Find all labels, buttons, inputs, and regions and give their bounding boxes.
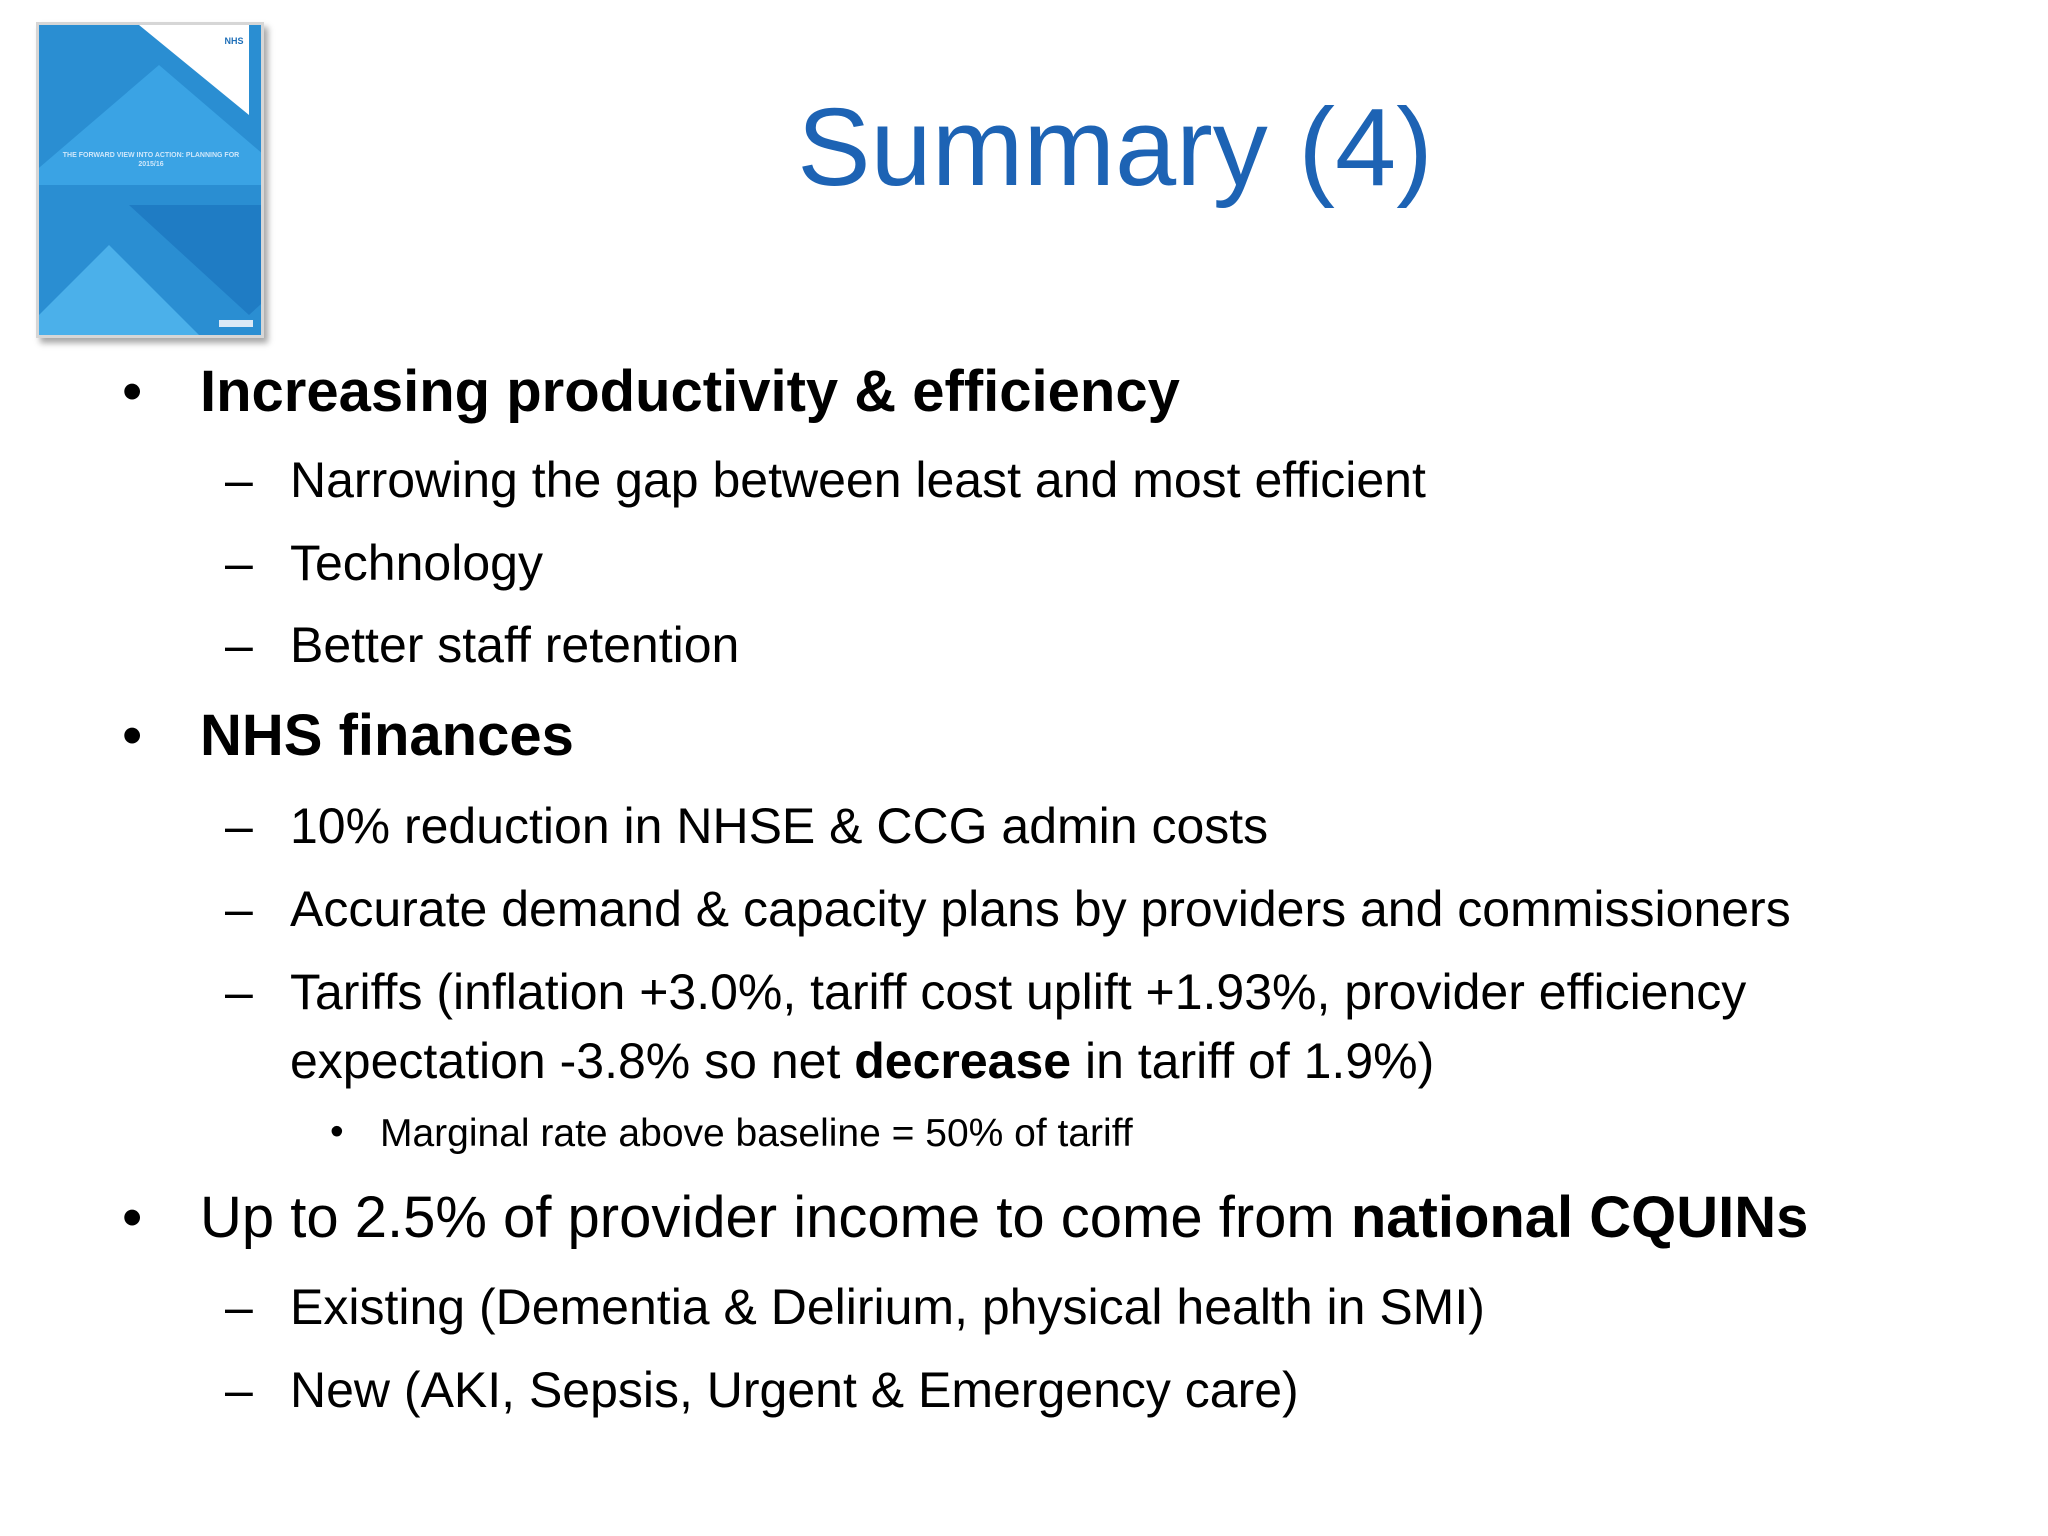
- cover-pattern: [39, 245, 209, 335]
- dash-bullet: –: [225, 964, 253, 1020]
- list-item: – Narrowing the gap between least and mo…: [225, 449, 1426, 511]
- list-item-continuation: expectation -3.8% so net decrease in tar…: [290, 1033, 1435, 1089]
- bullet: •: [122, 703, 143, 768]
- dash-bullet: –: [225, 881, 253, 937]
- dash-bullet: –: [225, 798, 253, 854]
- bullet: •: [122, 359, 143, 424]
- list-item: – Better staff retention: [225, 614, 739, 676]
- bullet: •: [122, 1185, 143, 1250]
- nhs-logo: NHS: [221, 35, 247, 48]
- section-heading: • Up to 2.5% of provider income to come …: [122, 1185, 1809, 1250]
- list-item: – Existing (Dementia & Delirium, physica…: [225, 1276, 1485, 1338]
- dash-bullet: –: [225, 617, 253, 673]
- list-item: – Technology: [225, 532, 543, 594]
- dash-bullet: –: [225, 1362, 253, 1418]
- section-heading: • Increasing productivity & efficiency: [122, 359, 1180, 424]
- small-bullet: •: [330, 1110, 344, 1153]
- list-item: – Tariffs (inflation +3.0%, tariff cost …: [225, 961, 1746, 1023]
- cover-badge: [219, 320, 253, 327]
- dash-bullet: –: [225, 1279, 253, 1335]
- list-item: – New (AKI, Sepsis, Urgent & Emergency c…: [225, 1359, 1299, 1421]
- list-item: – 10% reduction in NHSE & CCG admin cost…: [225, 795, 1268, 857]
- dash-bullet: –: [225, 452, 253, 508]
- list-item: – Accurate demand & capacity plans by pr…: [225, 878, 1791, 940]
- report-cover-thumbnail: NHS THE FORWARD VIEW INTO ACTION: PLANNI…: [36, 22, 264, 338]
- cover-title: THE FORWARD VIEW INTO ACTION: PLANNING F…: [62, 152, 240, 168]
- section-heading: • NHS finances: [122, 703, 574, 768]
- slide-title: Summary (4): [797, 86, 1433, 209]
- dash-bullet: –: [225, 535, 253, 591]
- sub-list-item: • Marginal rate above baseline = 50% of …: [330, 1110, 1133, 1155]
